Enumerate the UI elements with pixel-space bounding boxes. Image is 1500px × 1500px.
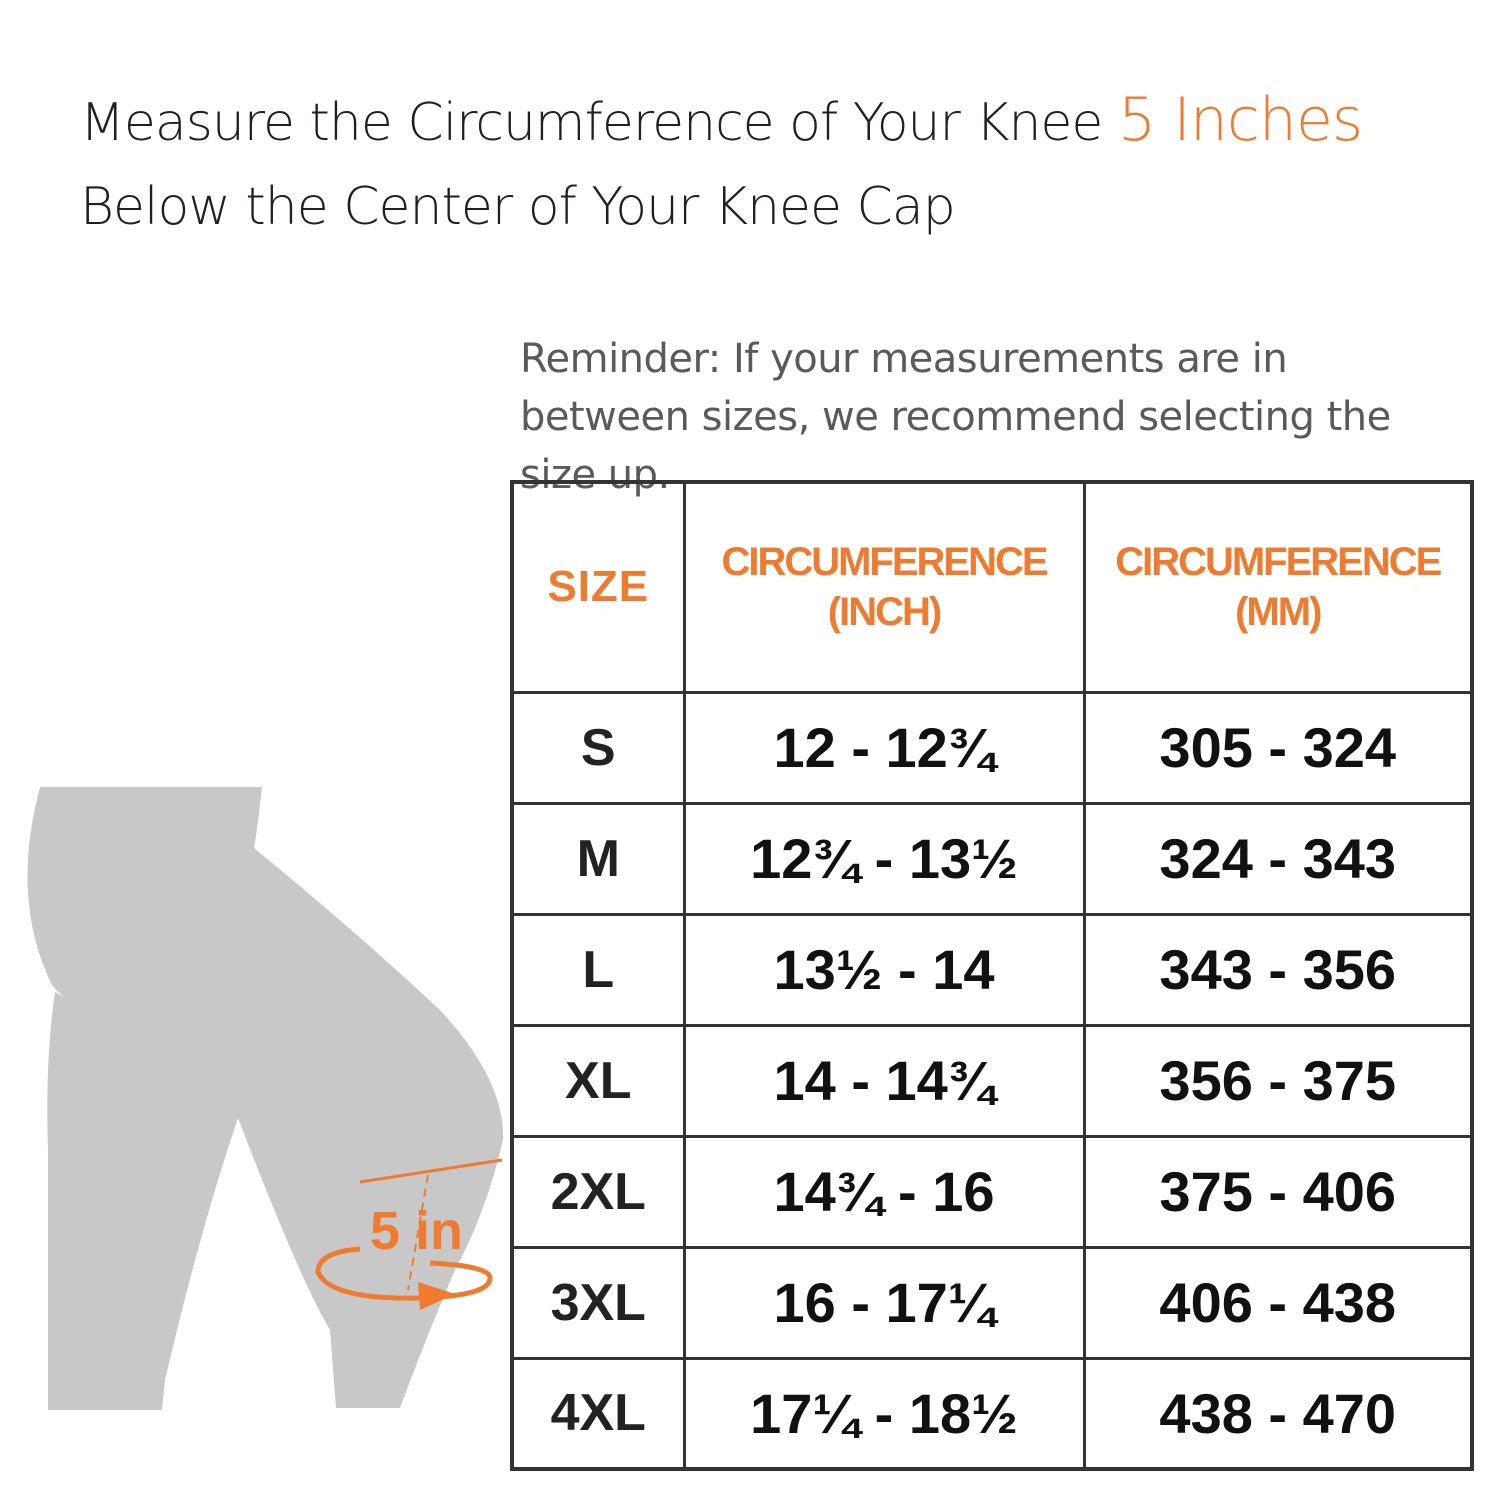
size-cell: S	[510, 690, 686, 805]
size-reminder-note: Reminder: If your measurements are in be…	[520, 336, 1391, 498]
inch-cell: 13½ - 14	[682, 912, 1086, 1027]
inch-cell: 14¾ - 16	[682, 1134, 1086, 1249]
header-size: SIZE	[510, 480, 686, 694]
header-circumference-inch: CIRCUMFERENCE (INCH)	[682, 480, 1086, 694]
table-row: L 13½ - 14 343 - 356	[510, 912, 1474, 1027]
size-cell: 2XL	[510, 1134, 686, 1249]
title-highlight: 5 Inches	[1117, 85, 1363, 155]
table-row: 3XL 16 - 17¼ 406 - 438	[510, 1245, 1474, 1360]
mm-cell: 375 - 406	[1082, 1134, 1474, 1249]
header-mm-line1: CIRCUMFERENCE	[1115, 540, 1442, 585]
page-title: Measure the Circumference of Your Knee 5…	[80, 78, 1460, 249]
title-text-end: Below the Center of Your Knee Cap	[80, 177, 956, 237]
size-cell: XL	[510, 1023, 686, 1138]
shin-shape	[47, 992, 499, 1410]
inch-cell: 16 - 17¼	[682, 1245, 1086, 1360]
size-cell: L	[510, 912, 686, 1027]
inch-cell: 12 - 12¾	[682, 690, 1086, 805]
knee-cap-line	[359, 1158, 503, 1184]
inch-cell: 17¼ - 18½	[682, 1356, 1086, 1471]
header-circumference-mm: CIRCUMFERENCE (MM)	[1082, 480, 1474, 694]
mm-cell: 305 - 324	[1082, 690, 1474, 805]
table-row: XL 14 - 14¾ 356 - 375	[510, 1023, 1474, 1138]
thigh-shape	[27, 787, 504, 1182]
arrow-head-icon	[418, 1282, 455, 1310]
size-chart-table: SIZE CIRCUMFERENCE (INCH) CIRCUMFERENCE (M…	[510, 480, 1474, 1471]
inch-cell: 14 - 14¾	[682, 1023, 1086, 1138]
size-cell: 4XL	[510, 1356, 686, 1471]
size-cell: 3XL	[510, 1245, 686, 1360]
five-inch-label: 5 in	[370, 1201, 464, 1261]
knee-measurement-illustration	[27, 787, 504, 1410]
table-row: 4XL 17¼ - 18½ 438 - 470	[510, 1356, 1474, 1471]
table-row: M 12¾ - 13½ 324 - 343	[510, 801, 1474, 916]
header-inch-line2: (INCH)	[827, 590, 942, 635]
table-row: S 12 - 12¾ 305 - 324	[510, 690, 1474, 805]
inch-cell: 12¾ - 13½	[682, 801, 1086, 916]
five-inch-dashed-line	[407, 1174, 429, 1291]
header-mm-line2: (MM)	[1235, 590, 1322, 635]
mm-cell: 356 - 375	[1082, 1023, 1474, 1138]
title-text-start: Measure the Circumference of Your Knee	[80, 93, 1118, 153]
table-header-row: SIZE CIRCUMFERENCE (INCH) CIRCUMFERENCE (M…	[510, 480, 1474, 694]
size-cell: M	[510, 801, 686, 916]
table-row: 2XL 14¾ - 16 375 - 406	[510, 1134, 1474, 1249]
mm-cell: 343 - 356	[1082, 912, 1474, 1027]
mm-cell: 324 - 343	[1082, 801, 1474, 916]
mm-cell: 406 - 438	[1082, 1245, 1474, 1360]
mm-cell: 438 - 470	[1082, 1356, 1474, 1471]
header-inch-line1: CIRCUMFERENCE	[721, 540, 1048, 585]
